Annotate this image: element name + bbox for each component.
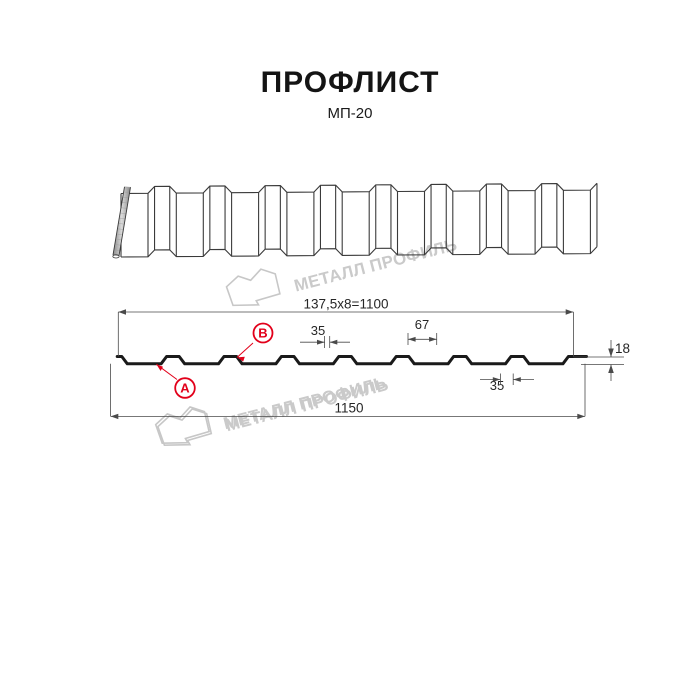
svg-text:ПРОФЛИСТ: ПРОФЛИСТ	[261, 66, 440, 99]
svg-text:A: A	[180, 380, 190, 395]
svg-text:B: B	[258, 325, 267, 340]
svg-text:18: 18	[615, 341, 630, 356]
svg-text:35: 35	[311, 323, 325, 338]
svg-text:67: 67	[415, 317, 429, 332]
svg-text:МП-20: МП-20	[328, 105, 373, 122]
svg-text:137,5x8=1100: 137,5x8=1100	[304, 297, 389, 312]
svg-text:1150: 1150	[334, 401, 363, 416]
